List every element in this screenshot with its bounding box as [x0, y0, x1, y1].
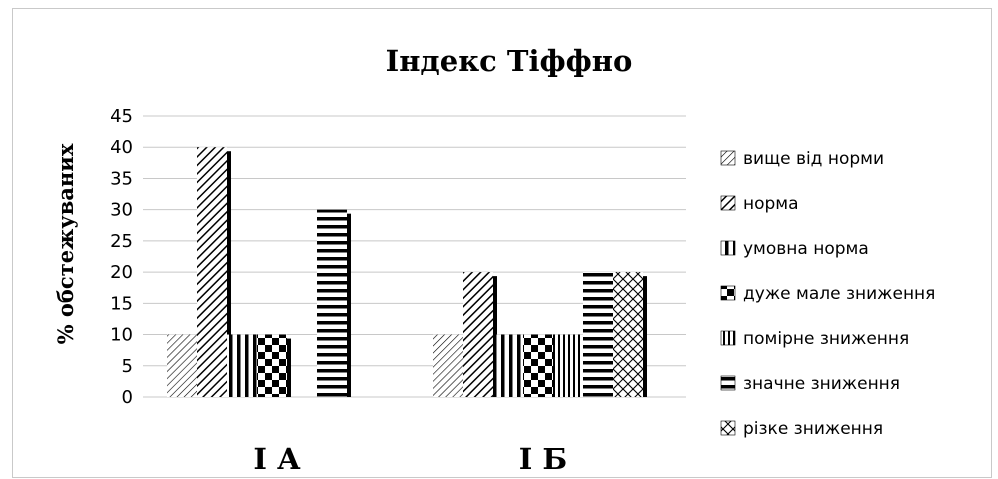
legend-label: значне зниження [743, 374, 900, 394]
bar [167, 334, 197, 397]
y-tick-label: 25 [110, 231, 133, 252]
legend-swatch [720, 330, 736, 346]
legend-swatch [720, 375, 736, 391]
legend-swatch [720, 240, 736, 256]
y-axis-label: % обстежуваних [53, 143, 78, 344]
bar [523, 334, 553, 397]
x-category-label: І А [253, 442, 301, 476]
y-tick-label: 20 [110, 262, 133, 283]
bar [257, 334, 287, 397]
bar [317, 209, 347, 397]
bar [227, 334, 257, 397]
legend-label: дуже мале зниження [743, 284, 935, 304]
legend-label: норма [743, 194, 799, 214]
bar [553, 334, 583, 397]
legend-label: умовна норма [743, 239, 869, 259]
legend-swatch [720, 285, 736, 301]
legend-swatch [720, 150, 736, 166]
y-tick-label: 45 [110, 106, 133, 127]
chart-title: Індекс Тіффно [386, 44, 633, 78]
bar-chart: Індекс Тіффно % обстежуваних 0 5 10 15 20 25 3… [53, 44, 935, 476]
bar [583, 272, 613, 397]
y-tick-label: 0 [122, 387, 133, 408]
y-tick-label: 40 [110, 137, 133, 158]
legend-label: помірне зниження [743, 329, 909, 349]
legend-label: різке зниження [743, 419, 883, 439]
y-tick-label: 15 [110, 293, 133, 314]
bar [613, 272, 643, 397]
legend: вище від норми норма умовна норма дуже мале… [720, 149, 935, 439]
x-category-label: І Б [519, 442, 567, 476]
y-tick-label: 5 [122, 356, 133, 377]
y-tick-label: 10 [110, 325, 133, 346]
bar [433, 334, 463, 397]
bar [463, 272, 493, 397]
y-tick-label: 30 [110, 200, 133, 221]
bars [167, 147, 647, 397]
bar [197, 147, 227, 397]
chart-frame: Індекс Тіффно % обстежуваних 0 5 10 15 20 25 3… [12, 8, 992, 478]
y-tick-label: 35 [110, 168, 133, 189]
legend-swatch [720, 195, 736, 211]
legend-swatch [720, 420, 736, 436]
bar [493, 334, 523, 397]
y-axis-ticks: 0 5 10 15 20 25 30 35 40 45 [110, 106, 133, 408]
legend-label: вище від норми [743, 149, 884, 169]
